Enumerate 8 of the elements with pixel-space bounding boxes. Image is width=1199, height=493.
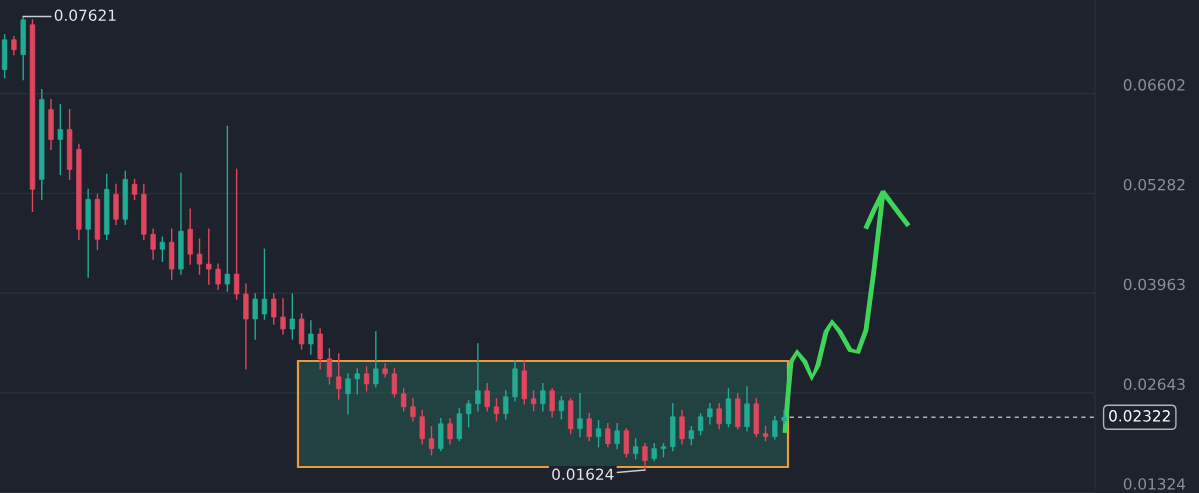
ref-line-label: 0.02322: [1109, 410, 1170, 422]
y-tick-label: 0.02643: [1123, 378, 1185, 390]
annotation: 0.01624: [552, 468, 614, 480]
y-tick-label: 0.05282: [1123, 178, 1185, 191]
y-tick-label: 0.01324: [1123, 478, 1186, 490]
annotation: 0.07621: [54, 9, 116, 21]
y-tick-label: 0.03963: [1123, 278, 1185, 291]
y-tick-label: 0.06602: [1123, 79, 1185, 91]
